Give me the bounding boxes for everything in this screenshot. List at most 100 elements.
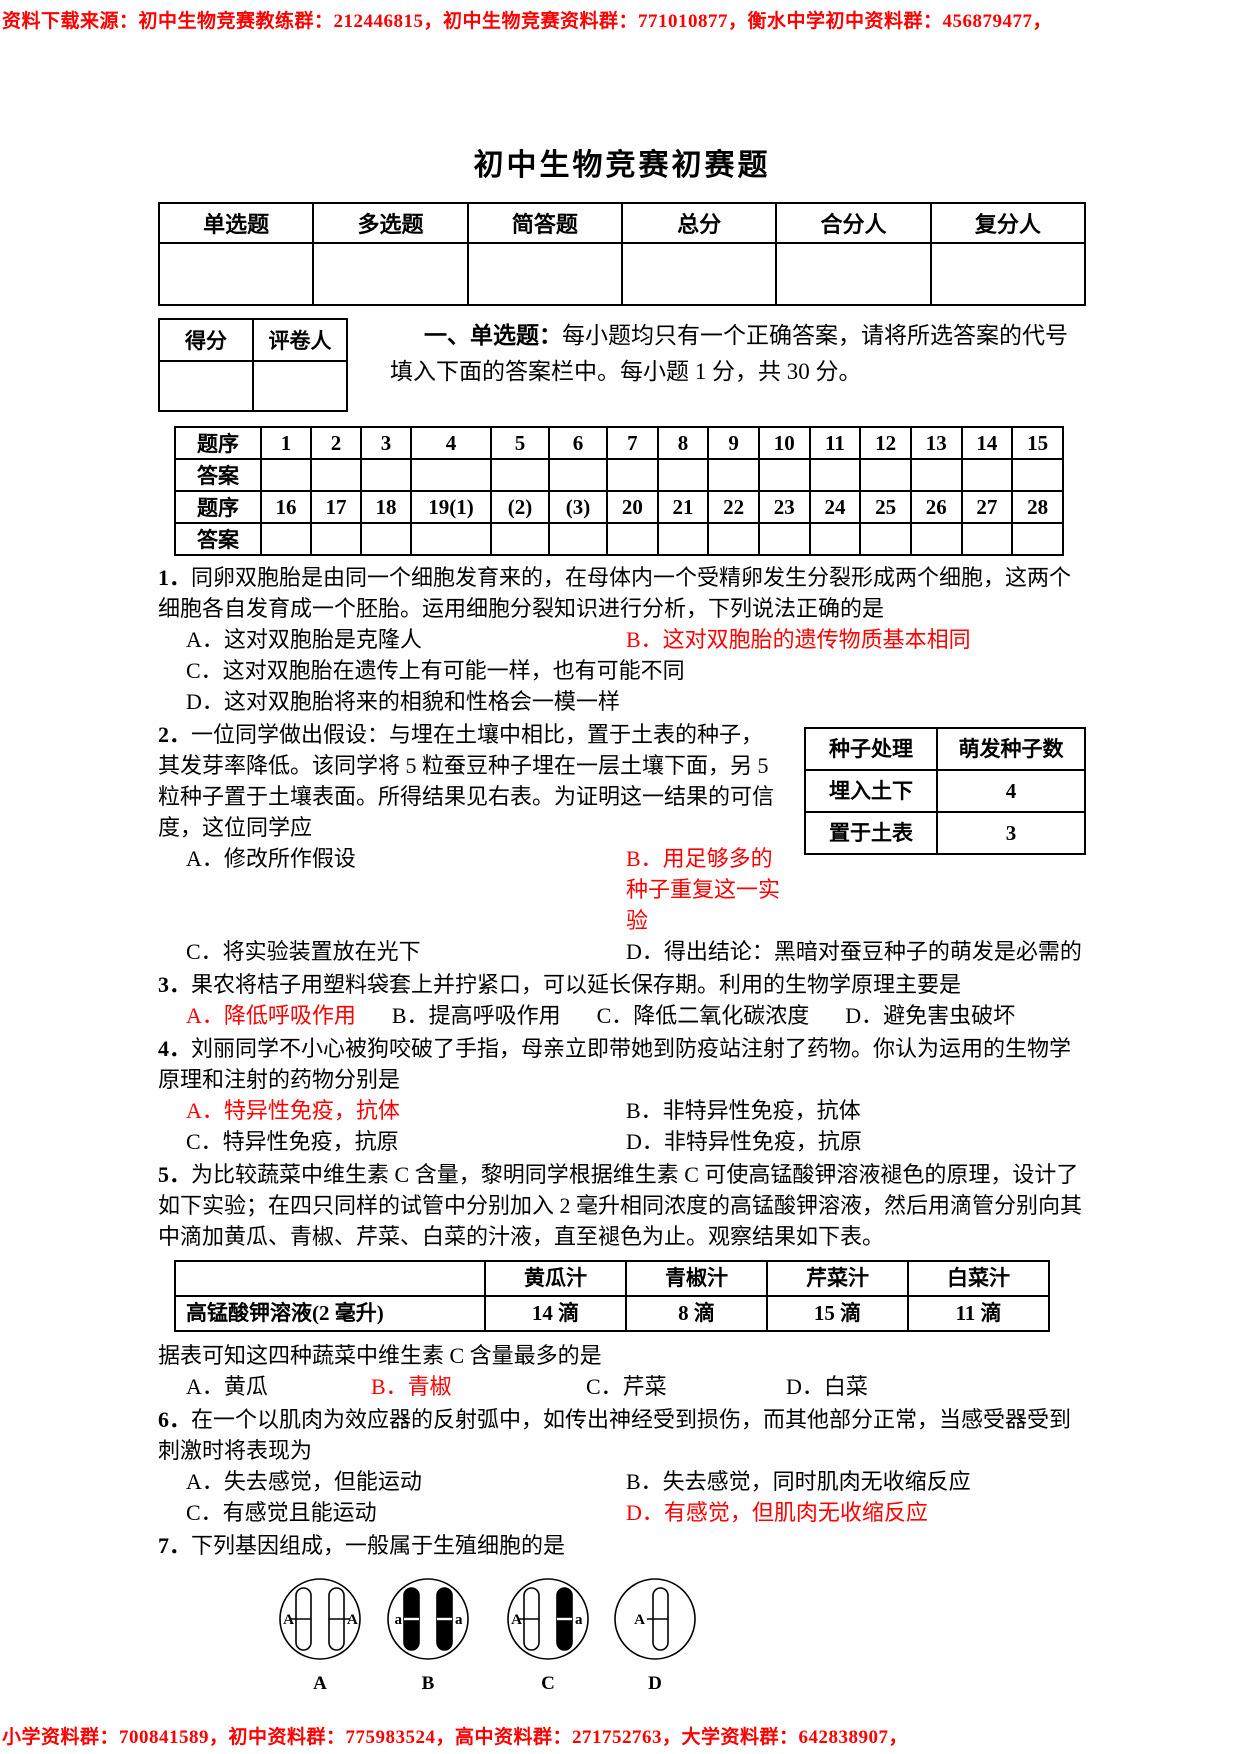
- grid-answer-blank: [490, 458, 550, 492]
- grid-number-cell: 18: [360, 490, 412, 524]
- cell-label: C: [541, 1673, 555, 1694]
- grid-number-cell: 9: [707, 426, 760, 460]
- gene-label: A: [283, 1612, 294, 1628]
- question-5: 5．为比较蔬菜中维生素 C 含量，黎明同学根据维生素 C 可使高锰酸钾溶液褪色的…: [158, 1159, 1086, 1402]
- grid-number-cell: 14: [960, 426, 1014, 460]
- score-blank-cell: [157, 242, 315, 306]
- score-header-cell: 总分: [620, 202, 778, 244]
- section1-instruction: 一、单选题：每小题均只有一个正确答案，请将所选答案的代号填入下面的答案栏中。每小…: [348, 318, 1086, 390]
- vitc-row-label: 高锰酸钾溶液(2 毫升): [174, 1295, 486, 1332]
- grid-answer-blank: [360, 458, 412, 492]
- seed-table-value: 3: [936, 811, 1086, 855]
- gene-label: A: [511, 1612, 522, 1628]
- grid-answer-blank: [960, 522, 1014, 556]
- grid-number-cell: 22: [707, 490, 760, 524]
- page-title: 初中生物竞赛初赛题: [473, 149, 771, 182]
- grid-answer-blank: [490, 522, 550, 556]
- question-number: 2．: [158, 722, 192, 747]
- grader-box-table: 得分 评卷人: [158, 318, 348, 412]
- grid-row-label: 题序: [174, 426, 262, 460]
- seed-table-header: 种子处理: [804, 727, 938, 771]
- grid-answer-blank: [606, 522, 659, 556]
- option-c: C．芹菜: [586, 1374, 667, 1399]
- section1-instruction-text: 每小题均只有一个正确答案，请将所选答案的代号填入下面的答案栏中。每小题 1 分，…: [390, 323, 1068, 384]
- grid-answer-blank: [548, 522, 608, 556]
- genotype-cells-diagram: A A A a a B: [158, 1571, 1086, 1707]
- grid-number-cell: 17: [310, 490, 362, 524]
- cell-d-figure: A D: [614, 1578, 696, 1694]
- gene-label: A: [347, 1612, 358, 1628]
- option-b: B．提高呼吸作用: [391, 1003, 561, 1028]
- question-6: 6．在一个以肌肉为效应器的反射弧中，如传出神经受到损伤，而其他部分正常，当感受器…: [158, 1404, 1086, 1528]
- grid-number-cell: 7: [606, 426, 659, 460]
- option-a: A．这对双胞胎是克隆人: [186, 627, 422, 652]
- seed-table-value: 4: [936, 769, 1086, 813]
- question-text: 下列基因组成，一般属于生殖细胞的是: [191, 1533, 566, 1558]
- question-7: 7．下列基因组成，一般属于生殖细胞的是 A A A: [158, 1530, 1086, 1707]
- cell-label: A: [313, 1673, 327, 1694]
- grid-answer-blank: [1011, 458, 1064, 492]
- grid-answer-blank: [757, 522, 811, 556]
- grid-number-cell: 27: [960, 490, 1014, 524]
- grid-answer-blank: [360, 522, 412, 556]
- grid-number-cell: (3): [548, 490, 608, 524]
- gene-label: A: [634, 1612, 645, 1628]
- option-c: C．特异性免疫，抗原: [186, 1129, 399, 1154]
- questions-section: 1．同卵双胞胎是由同一个细胞发育来的，在母体内一个受精卵发生分裂形成两个细胞，这…: [158, 562, 1086, 1707]
- vitc-header: 青椒汁: [625, 1260, 768, 1297]
- grid-answer-blank: [410, 458, 492, 492]
- gene-label: a: [575, 1612, 583, 1628]
- option-a: A．失去感觉，但能运动: [186, 1469, 422, 1494]
- vitc-header: 黄瓜汁: [484, 1260, 627, 1297]
- document-content: 初中生物竞赛初赛题 单选题 多选题 简答题 总分 合分人 复分人: [157, 0, 1087, 1707]
- cell-b-figure: a a B: [387, 1578, 469, 1694]
- grid-number-cell: 24: [808, 490, 862, 524]
- vitc-header-blank: [174, 1260, 486, 1297]
- grid-answer-blank: [656, 458, 710, 492]
- grid-answer-blank: [859, 522, 912, 556]
- option-a-answer: A．特异性免疫，抗体: [186, 1098, 400, 1123]
- grid-number-cell: 16: [260, 490, 312, 524]
- option-c: C．降低二氧化碳浓度: [596, 1003, 810, 1028]
- grid-answer-blank: [260, 522, 312, 556]
- cell-label: B: [422, 1673, 435, 1694]
- score-header-cell: 多选题: [312, 202, 469, 244]
- grid-number-cell: 3: [360, 426, 412, 460]
- vitc-value: 14 滴: [484, 1295, 627, 1332]
- question-number: 4．: [158, 1036, 192, 1061]
- score-header-cell: 复分人: [929, 202, 1087, 244]
- grader-blank-cell: [158, 360, 254, 412]
- vitc-value: 15 滴: [766, 1295, 909, 1332]
- option-a-answer: A．降低呼吸作用: [186, 1003, 356, 1028]
- question-number: 1．: [158, 565, 192, 590]
- question-text: 刘丽同学不小心被狗咬破了手指，母亲立即带她到防疫站注射了药物。你认为运用的生物学…: [158, 1036, 1072, 1092]
- grid-number-cell: (2): [490, 490, 550, 524]
- grid-answer-blank: [656, 522, 710, 556]
- seed-table-row-label: 埋入土下: [804, 769, 938, 813]
- grid-number-cell: 23: [757, 490, 811, 524]
- gene-label: a: [395, 1612, 403, 1628]
- grid-row-label: 答案: [174, 522, 262, 556]
- question-3: 3．果农将桔子用塑料袋套上并拧紧口，可以延长保存期。利用的生物学原理主要是 A．…: [158, 969, 1086, 1031]
- option-b: B．非特异性免疫，抗体: [626, 1098, 861, 1123]
- question-4: 4．刘丽同学不小心被狗咬破了手指，母亲立即带她到防疫站注射了药物。你认为运用的生…: [158, 1033, 1086, 1157]
- score-blank-cell: [466, 242, 623, 306]
- score-blank-cell: [929, 242, 1087, 306]
- grid-number-cell: 2: [310, 426, 362, 460]
- grid-answer-blank: [808, 458, 862, 492]
- grid-number-cell: 4: [410, 426, 492, 460]
- grid-row-label: 题序: [174, 490, 262, 524]
- option-b: B．失去感觉，同时肌肉无收缩反应: [626, 1469, 971, 1494]
- score-header-cell: 简答题: [466, 202, 623, 244]
- vitc-value: 11 滴: [907, 1295, 1050, 1332]
- option-c: C．这对双胞胎在遗传上有可能一样，也有可能不同: [186, 658, 685, 683]
- question-2: 种子处理 萌发种子数 埋入土下 4 置于土表 3 2．一位同学做出假设：与埋在土…: [158, 719, 1086, 967]
- grid-answer-blank: [909, 522, 963, 556]
- cell-label: D: [648, 1673, 662, 1694]
- grid-number-cell: 10: [757, 426, 811, 460]
- answer-grid-table: 题序 1 2 3 4 5 6 7 8 9 10 11 12 13 14 15 答…: [174, 426, 1064, 556]
- grid-number-cell: 8: [656, 426, 710, 460]
- vitc-value: 8 滴: [625, 1295, 768, 1332]
- grader-score-label: 得分: [158, 318, 254, 362]
